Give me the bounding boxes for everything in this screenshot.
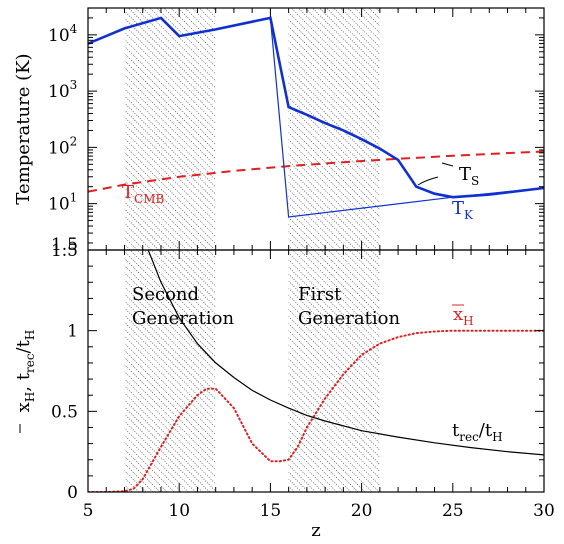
bottom-y-tick-label: 0.5 xyxy=(51,402,78,422)
tick-labels: 5 10 15 20 25 30 0 0.5 1 1.5 101 102 103 104 1.5 xyxy=(48,22,555,521)
top-y-min-label: 1.5 xyxy=(51,235,78,255)
top-y-axis-label: Temperature (K) xyxy=(13,53,34,204)
ts-pointer xyxy=(441,162,454,167)
ylabel-xbar: x xyxy=(13,402,34,412)
x-axis-label: z xyxy=(311,520,320,541)
top-y-tick-label: 104 xyxy=(48,22,78,46)
first-generation-line2: Generation xyxy=(298,308,400,329)
ylabel-xbar-sub: H xyxy=(23,392,37,402)
series-t-s xyxy=(88,16,544,199)
ylabel-t-sub: rec xyxy=(23,353,37,373)
top-y-tick-label: 101 xyxy=(48,191,77,215)
tk-label: TK xyxy=(452,198,474,222)
top-y-tick-label: 102 xyxy=(48,134,77,158)
series-t-k xyxy=(269,17,544,218)
series-x-h xyxy=(88,329,544,492)
bottom-y-tick-label: 1.5 xyxy=(51,241,78,261)
x-tick-label: 20 xyxy=(351,501,373,521)
ts-pointer-curve xyxy=(417,176,439,186)
bottom-y-axis-label: xH, trec/tH xyxy=(13,330,37,413)
series-t-cmb xyxy=(88,150,544,193)
bottom-panel-series xyxy=(88,250,544,492)
bottom-y-tick-label: 1 xyxy=(67,322,78,342)
trec-label: trec/tH xyxy=(452,420,503,444)
series-t-rec-t-h xyxy=(147,250,544,456)
x-tick-label: 5 xyxy=(83,501,94,521)
ylabel-h-sub: H xyxy=(23,330,37,340)
axis-ticks xyxy=(87,7,545,493)
second-generation-line2: Generation xyxy=(132,308,234,329)
xh-label: xH xyxy=(453,304,474,328)
x-tick-label: 10 xyxy=(168,501,190,521)
bottom-y-tick-label: 0 xyxy=(67,483,78,503)
x-tick-label: 15 xyxy=(260,501,282,521)
ylabel-t: t xyxy=(13,372,34,380)
ts-label: TS xyxy=(459,164,479,188)
ylabel-slash: /t xyxy=(13,339,34,353)
first-generation-line1: First xyxy=(298,284,342,305)
bottom-panel-frame xyxy=(87,249,545,493)
top-panel-series xyxy=(88,16,544,218)
tcmb-label: TCMB xyxy=(122,182,164,206)
x-tick-label: 25 xyxy=(442,501,464,521)
x-tick-label: 30 xyxy=(533,501,555,521)
second-generation-line1: Second xyxy=(132,284,199,305)
top-y-tick-label: 103 xyxy=(48,78,77,102)
ylabel-sep: , xyxy=(13,380,34,391)
